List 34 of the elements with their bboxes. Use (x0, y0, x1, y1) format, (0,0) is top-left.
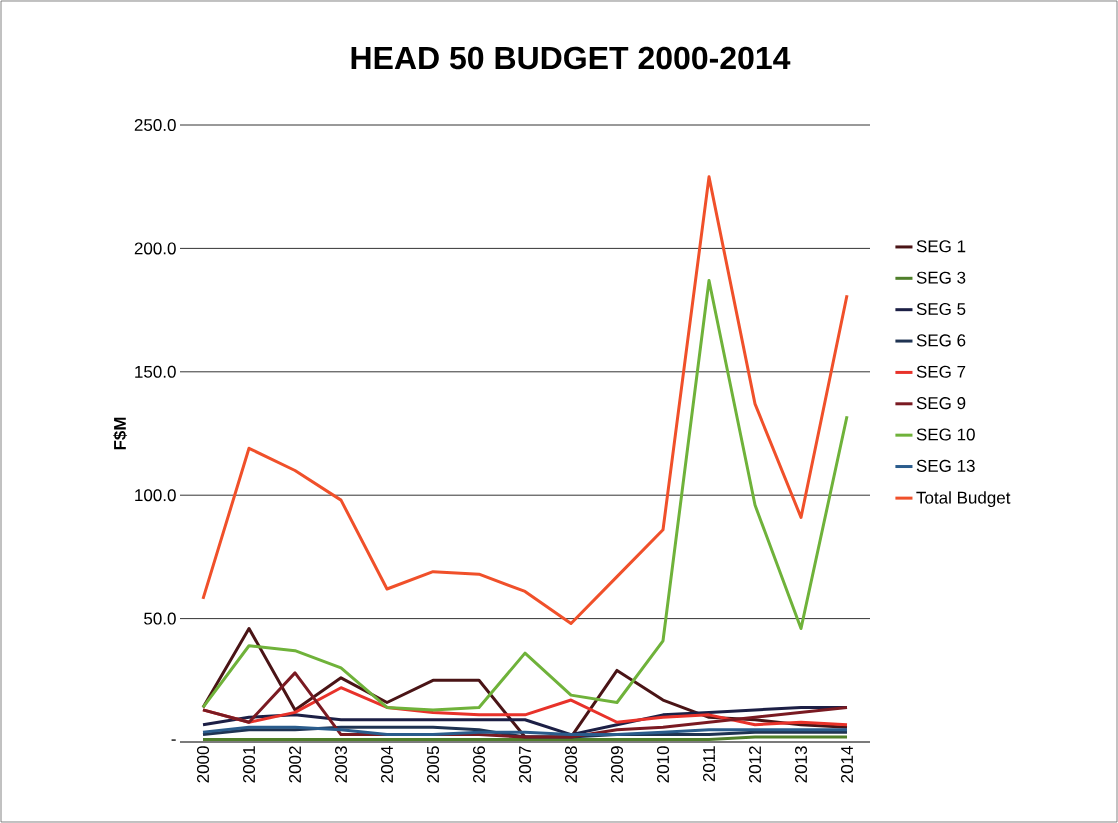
line-series (201, 278, 849, 712)
x-tick-label: 2013 (794, 746, 808, 783)
legend-label: SEG 6 (916, 334, 966, 347)
x-tick-label: 2005 (426, 746, 440, 783)
y-tick-label: 250.0 (134, 118, 176, 132)
y-tick-label: 50.0 (144, 612, 176, 625)
y-tick-label: 100.0 (135, 489, 176, 502)
y-tick-label: - (171, 739, 176, 741)
x-tick-label: 2008 (564, 746, 578, 783)
legend-label: SEG 13 (916, 459, 975, 472)
x-tick-label: 2003 (334, 746, 348, 783)
y-axis-title: F$M (113, 417, 128, 450)
legend-label: SEG 10 (916, 428, 975, 441)
legend-label: Total Budget (916, 491, 1011, 508)
x-tick-label: 2001 (242, 746, 256, 783)
legend-label: SEG 9 (916, 397, 966, 410)
chart-title: HEAD 50 BUDGET 2000-2014 (351, 46, 791, 70)
x-tick-label: 2010 (656, 746, 670, 783)
legend-label: SEG 3 (916, 271, 966, 284)
x-tick-label: 2000 (196, 746, 210, 783)
x-tick-label: 2009 (610, 746, 624, 783)
x-tick-label: 2006 (472, 746, 486, 783)
legend-label: SEG 1 (916, 240, 966, 253)
line-series (201, 175, 849, 626)
y-tick-label: 200.0 (134, 242, 176, 255)
x-tick-label: 2002 (288, 746, 302, 783)
y-tick-label: 150.0 (135, 365, 176, 378)
x-tick-label: 2011 (702, 746, 716, 782)
x-tick-label: 2014 (840, 746, 854, 783)
x-tick-label: 2004 (380, 746, 394, 783)
x-tick-label: 2012 (748, 746, 762, 783)
legend-label: SEG 7 (916, 365, 966, 378)
x-tick-label: 2007 (518, 746, 532, 783)
legend-label: SEG 5 (916, 303, 966, 316)
